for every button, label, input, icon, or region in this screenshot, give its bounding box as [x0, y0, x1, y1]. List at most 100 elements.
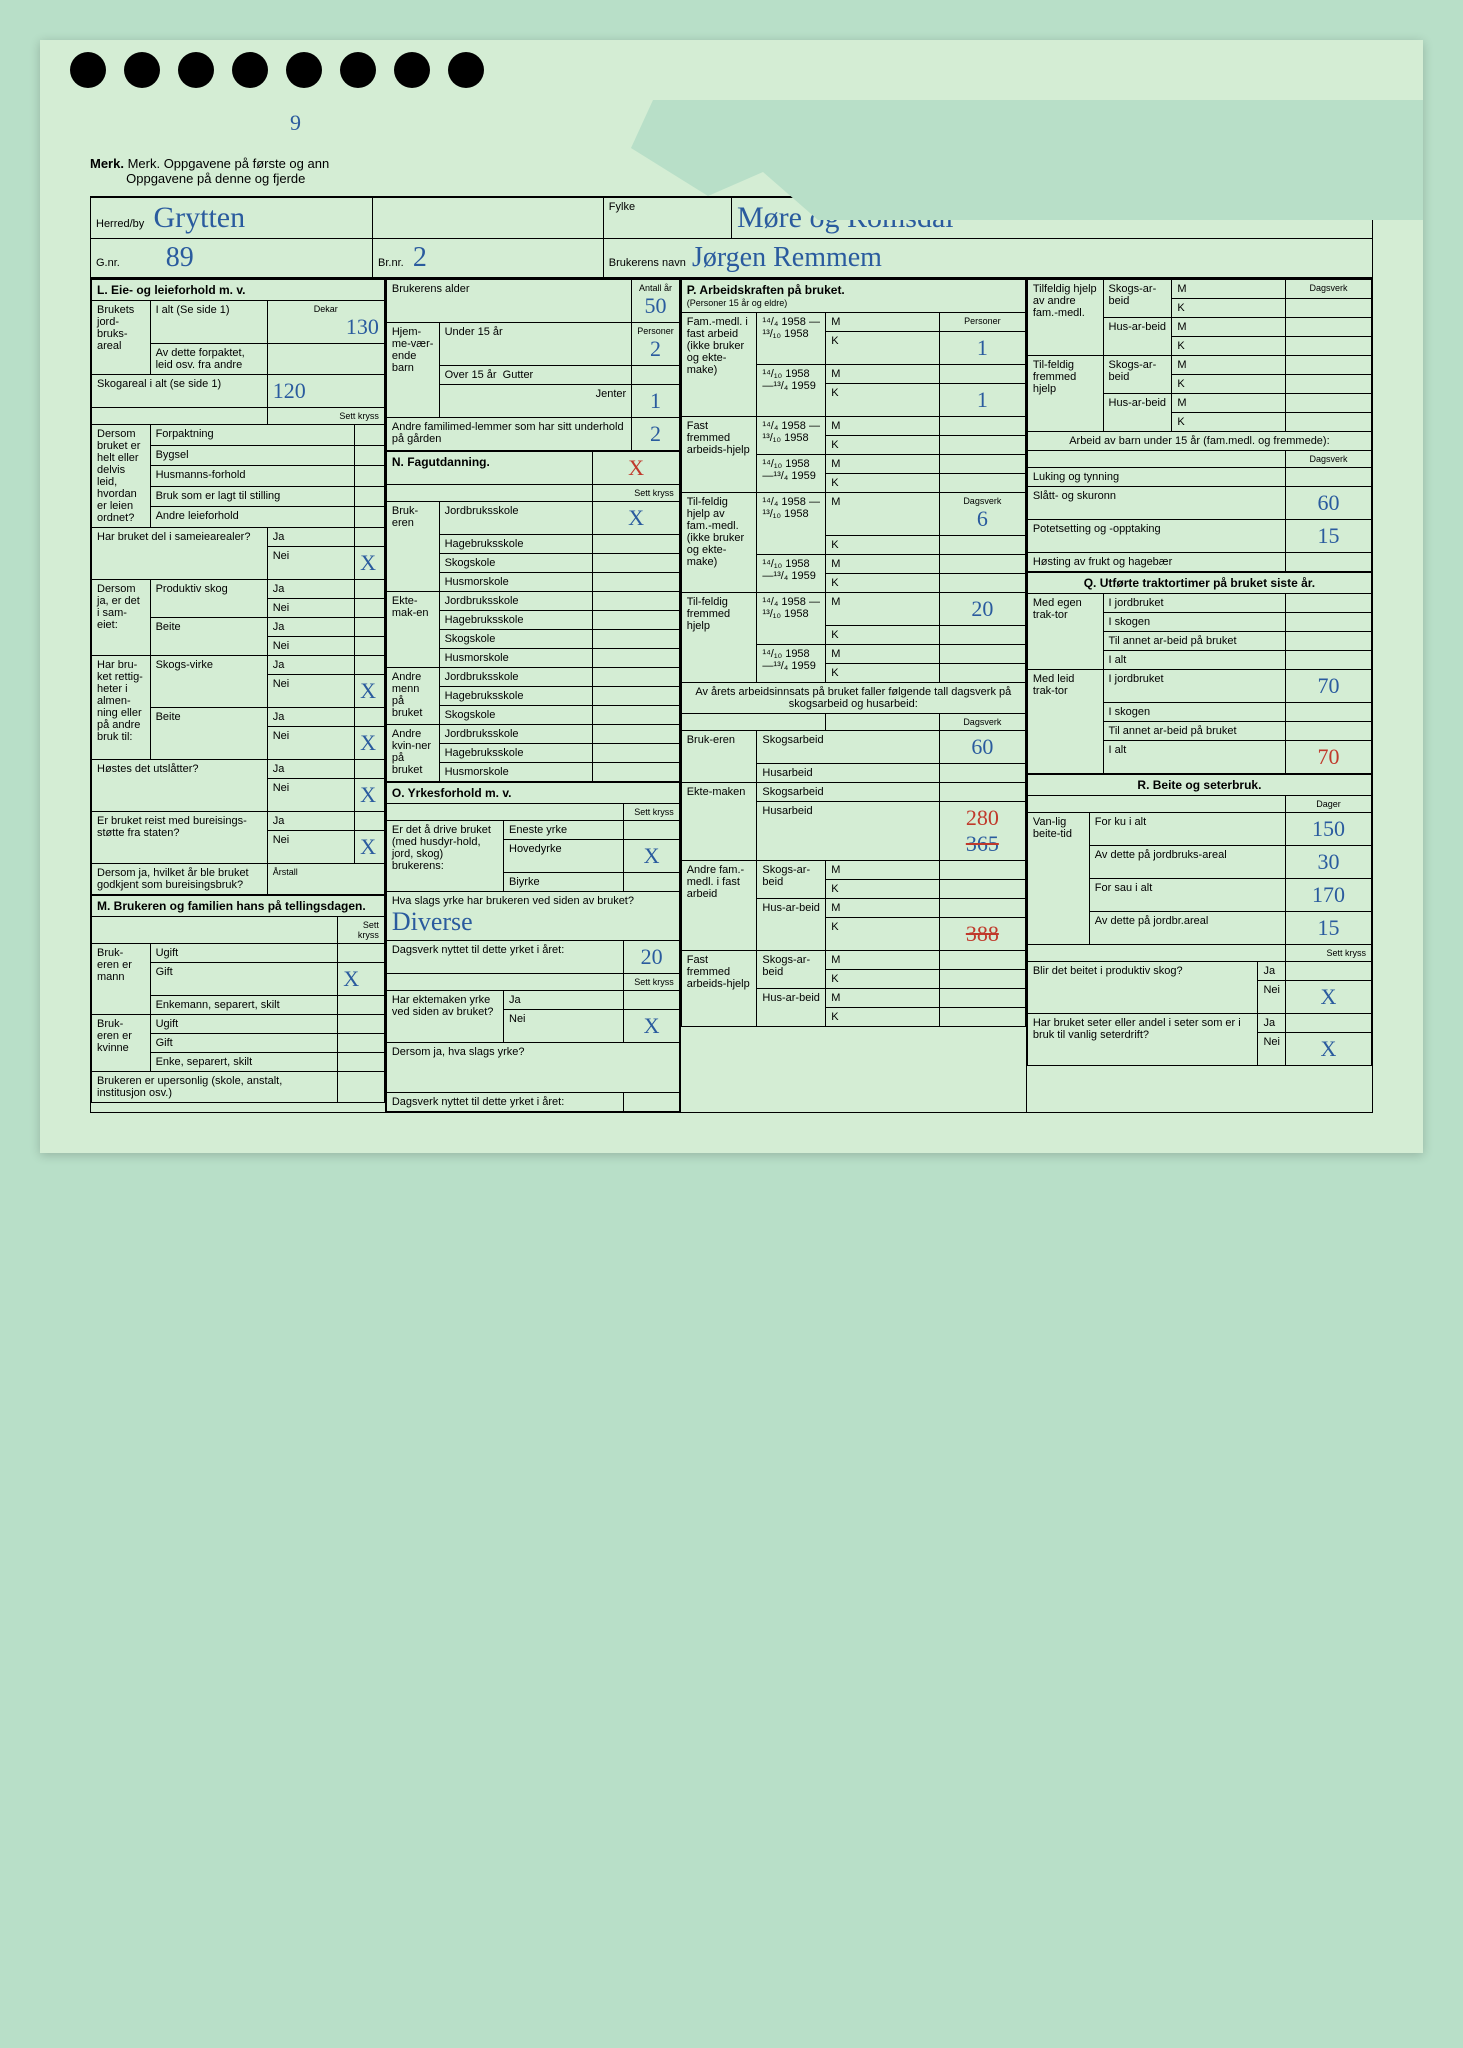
potet-val: 15 [1285, 520, 1371, 553]
eneste: Eneste yrke [504, 821, 624, 840]
gutter: Gutter [503, 369, 534, 381]
ektemaken-n: Ekte-mak-en [386, 592, 439, 668]
under15: Under 15 år [439, 323, 632, 366]
harbruketdel: Har bruket del i sameiearealer? [92, 528, 268, 580]
p1958a: ¹⁴/₄ 1958 —¹³/₁₀ 1958 [757, 313, 826, 365]
dagsverknyttet2: Dagsverk nyttet til dette yrket i året: [386, 1093, 624, 1112]
alder-value: 50 [637, 293, 674, 319]
gift-x: X [338, 963, 385, 996]
under15-val: 2 [637, 336, 674, 362]
herred-label: Herred/by [96, 218, 144, 230]
husarbeid2: Hus-ar-beid [757, 899, 826, 951]
N-redx: X [593, 452, 679, 485]
forsau: For sau i alt [1089, 879, 1285, 912]
hvaslags: Hva slags yrke har brukeren ved siden av… [392, 895, 674, 907]
brukernavn-label: Brukerens navn [609, 257, 686, 269]
brukernavn-value: Jørgen Remmem [692, 242, 882, 273]
main-body: L. Eie- og leieforhold m. v. Brukets jor… [90, 278, 1373, 1113]
L-title: L. Eie- og leieforhold m. v. [92, 280, 385, 301]
husmor: Husmorskole [439, 573, 593, 592]
fastfremmed: Fast fremmed arbeids-hjelp [681, 417, 757, 493]
nei-x1: X [355, 547, 385, 580]
fylke-label: Fylke [609, 201, 635, 213]
tilannet: Til annet ar-beid på bruket [1103, 632, 1285, 651]
andrefam-val: 2 [632, 418, 680, 451]
p1958b: ¹⁴/₁₀ 1958 —¹³/₄ 1959 [757, 365, 826, 417]
nei-x3: X [355, 727, 385, 760]
tilfeldigfremmed: Til-feldig fremmed hjelp [681, 593, 757, 683]
nei-x5: X [355, 831, 385, 864]
gnr-value: 89 [166, 242, 194, 273]
nei-x2: X [355, 675, 385, 708]
hus365: 365 [966, 831, 999, 856]
skogsvirke: Skogs-virke [150, 656, 267, 708]
ialt-label: I alt (Se side 1) [150, 301, 267, 344]
biyrke: Biyrke [504, 873, 624, 892]
settkryss-label: Sett kryss [267, 408, 384, 425]
hjemme: Hjem-me-vær-ende barn [386, 323, 439, 418]
P-title: P. Arbeidskraften på bruket. [687, 283, 845, 297]
hvaslags-val: Diverse [392, 907, 674, 937]
form-page: 9 Merk. Merk. Oppgavene på første og ann… [40, 40, 1423, 1153]
jord30: 30 [1285, 846, 1371, 879]
section-P: P. Arbeidskraften på bruket.(Personer 15… [681, 279, 1026, 1027]
forku: For ku i alt [1089, 813, 1285, 846]
gnr-label: G.nr. [96, 257, 120, 269]
jordbruks: Jordbruksskole [439, 502, 593, 535]
N-brukeren: Bruk-eren [386, 502, 439, 592]
ja: Ja [267, 528, 354, 547]
section-R: R. Beite og seterbruk. Dager Van-lig bei… [1027, 774, 1372, 1066]
nei-x4: X [355, 779, 385, 812]
erdet: Er det å drive bruket (med husdyr-hold, … [386, 821, 503, 892]
P-subtitle: (Personer 15 år og eldre) [687, 298, 788, 308]
M-title: M. Brukeren og familien hans på tellings… [92, 896, 385, 917]
fastfremmed2: Fast fremmed arbeids-hjelp [681, 951, 757, 1027]
right-top: Tilfeldig hjelp av andre fam.-medl.Skogs… [1027, 279, 1372, 572]
hoved: Hovedyrke [504, 840, 624, 873]
skogsarbeid: Skogsarbeid [757, 731, 939, 764]
bruksom: Bruk som er lagt til stilling [150, 486, 355, 507]
skog60: 60 [939, 731, 1025, 764]
andrekvin: Andre kvin-ner på bruket [386, 725, 439, 782]
forpaktning: Forpaktning [150, 425, 355, 446]
fammedl: Fam.-medl. i fast arbeid (ikke bruker og… [681, 313, 757, 417]
R-neix: X [1285, 981, 1371, 1014]
P-ektemaken: Ekte-maken [681, 783, 757, 861]
husarbeid: Husarbeid [757, 764, 939, 783]
andremenn: Andre menn på bruket [386, 668, 439, 725]
skogareal-value: 120 [267, 375, 384, 408]
jordbr15: 15 [1285, 912, 1371, 945]
mid-table: Brukerens alderAntall år50 Hjem-me-vær-e… [386, 279, 680, 451]
arbeidbarn: Arbeid av barn under 15 år (fam.medl. og… [1027, 432, 1371, 451]
ugift: Ugift [150, 944, 338, 963]
jenter: Jenter [439, 385, 632, 418]
medleid: Med leid trak-tor [1027, 670, 1103, 774]
andrefammedl: Andre fam.-medl. i fast arbeid [681, 861, 757, 951]
brukets-jord: Brukets jord-bruks-areal [92, 301, 151, 375]
Q-ialt: I alt [1103, 651, 1285, 670]
prodskog: Produktiv skog [150, 580, 267, 618]
over15: Over 15 år [445, 369, 497, 381]
dag20: 20 [939, 593, 1025, 626]
husar: Hus-ar-beid [1103, 318, 1172, 356]
R-neix2: X [1285, 1033, 1371, 1066]
ialt-value: 130 [346, 314, 379, 339]
arstall: Årstall [273, 867, 379, 877]
jord70: 70 [1285, 670, 1371, 703]
O-title: O. Yrkesforhold m. v. [386, 783, 679, 804]
hus388: 388 [966, 921, 999, 946]
tilfeldighjelp: Til-feldig hjelp av fam.-medl. (ikke bru… [681, 493, 757, 593]
avdettejord: Av dette på jordbruks-areal [1089, 846, 1285, 879]
section-L: L. Eie- og leieforhold m. v. Brukets jor… [91, 279, 385, 895]
Q-title: Q. Utførte traktortimer på bruket siste … [1027, 573, 1371, 594]
section-O: O. Yrkesforhold m. v. Sett kryss Er det … [386, 782, 680, 1112]
skogareal-label: Skogareal i alt (se side 1) [92, 375, 268, 408]
harekte: Har ektemaken yrke ved siden av bruket? [386, 991, 503, 1043]
dersomja-hvilket: Dersom ja, hvilket år ble bruket godkjen… [92, 864, 268, 895]
harbruketseter: Har bruket seter eller andel i seter som… [1027, 1014, 1258, 1066]
kval2: 1 [939, 384, 1025, 417]
iskog: I skogen [1103, 613, 1285, 632]
ijord: I jordbruket [1103, 594, 1285, 613]
O-nei-x: X [624, 1010, 679, 1043]
slatt-val: 60 [1285, 487, 1371, 520]
